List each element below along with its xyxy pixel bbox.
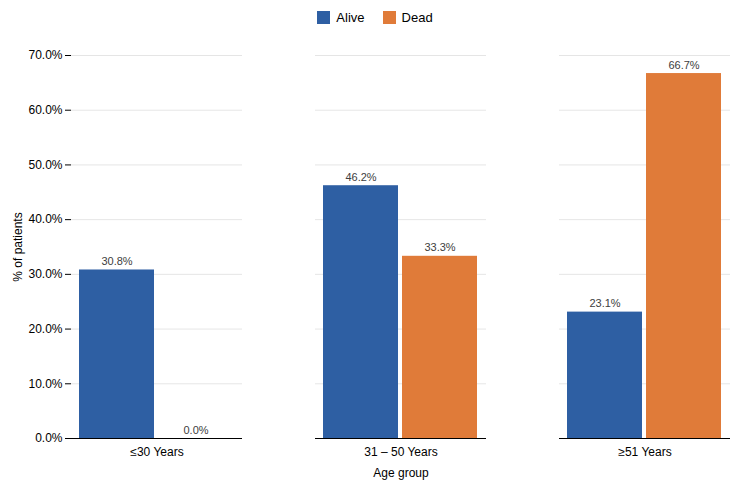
svg-text:60.0%: 60.0% [28, 103, 62, 117]
svg-text:20.0%: 20.0% [28, 322, 62, 336]
svg-text:% of patients: % of patients [11, 212, 25, 281]
svg-text:≤30 Years: ≤30 Years [130, 445, 183, 459]
svg-text:33.3%: 33.3% [424, 241, 455, 253]
svg-text:70.0%: 70.0% [28, 48, 62, 62]
svg-text:50.0%: 50.0% [28, 158, 62, 172]
svg-text:≥51 Years: ≥51 Years [618, 445, 671, 459]
html-text:Alive: Alive [336, 9, 365, 25]
svg-text:0.0%: 0.0% [35, 431, 63, 445]
svg-text:0.0%: 0.0% [183, 424, 208, 436]
svg-text:30.0%: 30.0% [28, 267, 62, 281]
svg-text:30.8%: 30.8% [101, 255, 132, 267]
svg-text:23.1%: 23.1% [589, 297, 620, 309]
svg-text:Age group: Age group [373, 466, 429, 480]
svg-text:66.7%: 66.7% [668, 59, 699, 71]
html-text:Dead: Dead [401, 9, 433, 25]
svg-text:46.2%: 46.2% [345, 171, 376, 183]
svg-text:31 – 50 Years: 31 – 50 Years [364, 445, 437, 459]
svg-text:40.0%: 40.0% [28, 212, 62, 226]
svg-text:10.0%: 10.0% [28, 377, 62, 391]
